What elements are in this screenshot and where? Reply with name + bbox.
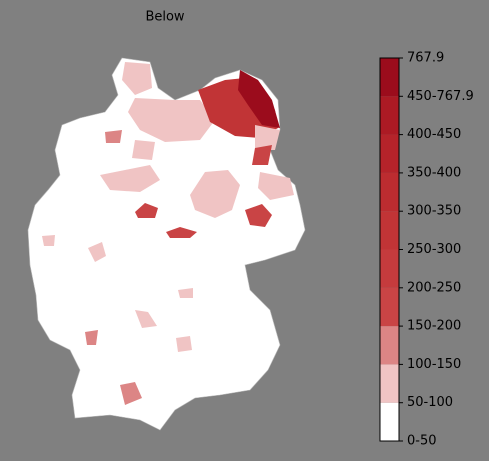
colorbar-label: 300-350: [407, 204, 461, 219]
colorbar-label: 767.9: [407, 51, 444, 66]
district: [238, 70, 280, 128]
colorbar-label: 200-250: [407, 280, 461, 295]
district: [190, 170, 240, 218]
country-outline: [27, 57, 306, 431]
colorbar-segment: [380, 96, 399, 135]
district: [105, 130, 122, 143]
district-shading: [42, 62, 294, 405]
district: [122, 62, 152, 95]
district: [128, 98, 215, 142]
district: [120, 382, 142, 405]
district: [42, 235, 55, 246]
colorbar-label: 50-100: [407, 395, 453, 410]
colorbar-segment: [380, 287, 399, 327]
colorbar-label: 150-200: [407, 319, 461, 334]
colorbar-segment: [380, 211, 399, 250]
district: [100, 165, 160, 192]
colorbar-label: 450-767.9: [407, 89, 474, 104]
district: [88, 242, 106, 262]
colorbar-label: 100-150: [407, 357, 461, 372]
colorbar-segment: [380, 134, 399, 173]
district: [135, 310, 157, 328]
colorbar-label: 250-300: [407, 242, 461, 257]
colorbar-label: 400-450: [407, 127, 461, 142]
district: [85, 330, 98, 345]
colorbar-label: 0-50: [407, 434, 437, 449]
colorbar: 0-50 50-100 100-150 150-200 200-250 250-300 30…: [379, 51, 474, 449]
district: [255, 125, 280, 150]
colorbar-segment: [380, 326, 399, 365]
district: [166, 227, 197, 238]
colorbar-segment: [380, 172, 399, 212]
colorbar-segment: [380, 58, 399, 97]
colorbar-segment: [380, 402, 399, 441]
district: [178, 288, 193, 298]
district: [258, 172, 294, 200]
district: [176, 336, 192, 352]
district: [245, 204, 272, 227]
colorbar-label: 350-400: [407, 165, 461, 180]
district: [135, 203, 158, 218]
germany-map: [27, 57, 306, 431]
map-title: Below: [145, 10, 184, 25]
colorbar-segment: [380, 364, 399, 403]
district: [132, 140, 155, 160]
district: [252, 145, 272, 165]
colorbar-segment: [380, 249, 399, 288]
